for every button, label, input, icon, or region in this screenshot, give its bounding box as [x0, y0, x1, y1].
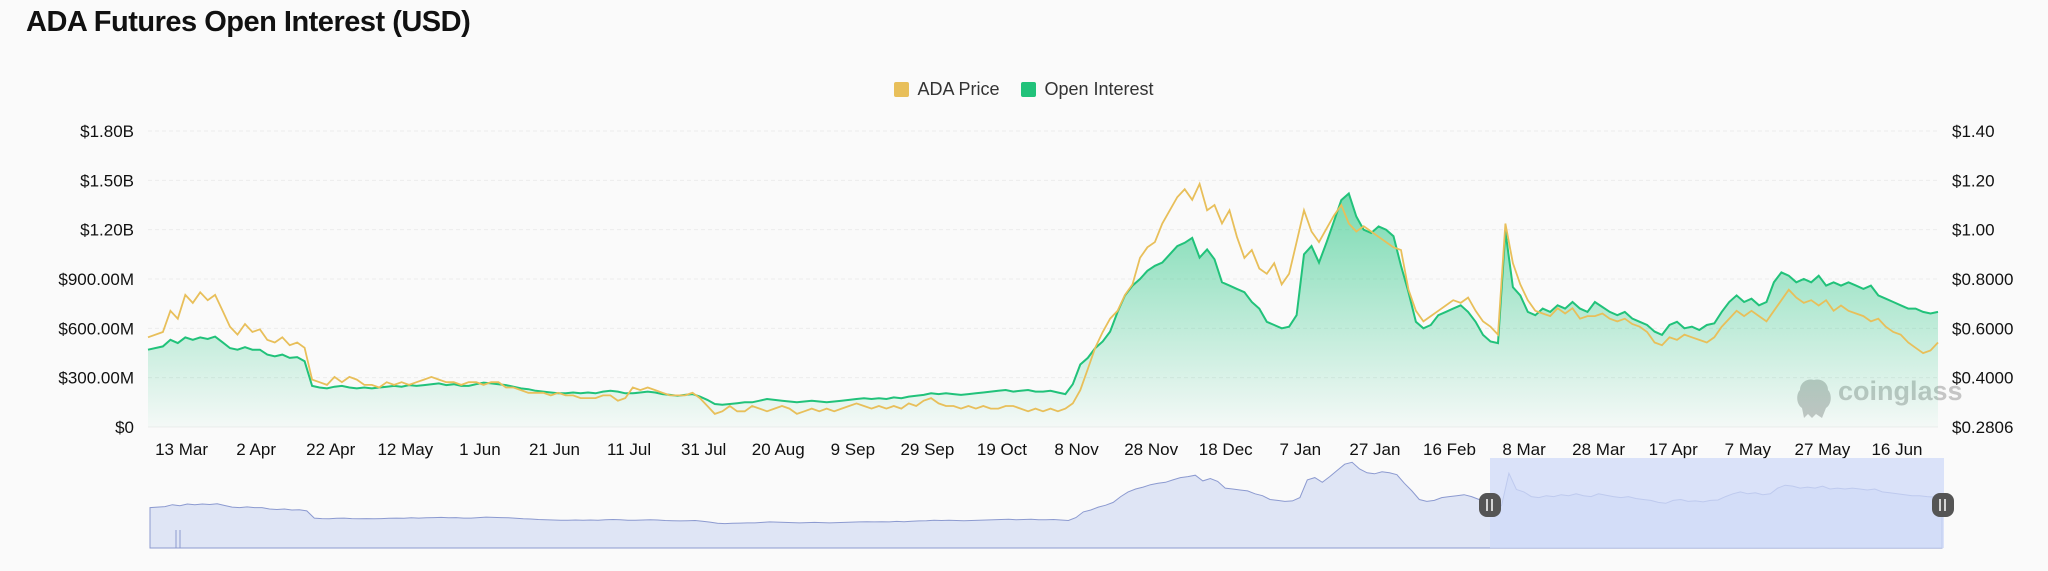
legend-label-price: ADA Price: [917, 79, 1000, 99]
x-tick-label: 31 Jul: [681, 440, 726, 459]
x-tick-label: 27 Jan: [1349, 440, 1400, 459]
y-left-tick-label: $300.00M: [58, 369, 134, 388]
legend-label-open-interest: Open Interest: [1044, 79, 1154, 99]
y-left-tick-label: $0: [115, 418, 134, 437]
range-navigator[interactable]: [148, 458, 1954, 549]
y-left-tick-label: $900.00M: [58, 270, 134, 289]
x-tick-label: 8 Nov: [1054, 440, 1099, 459]
navigator-handle-right[interactable]: [1932, 493, 1954, 517]
x-tick-label: 19 Oct: [977, 440, 1027, 459]
x-tick-label: 18 Dec: [1199, 440, 1253, 459]
ada-price-line[interactable]: [147, 181, 1939, 415]
x-tick-label: 7 Jan: [1280, 440, 1322, 459]
x-tick-label: 2 Apr: [236, 440, 276, 459]
open-interest-line[interactable]: [147, 191, 1939, 406]
x-tick-label: 13 Mar: [155, 440, 208, 459]
legend: ADA Price Open Interest: [0, 79, 2048, 100]
x-tick-label: 11 Jul: [607, 440, 651, 459]
x-tick-label: 20 Aug: [752, 440, 805, 459]
y-axis-right: $0.2806 $0.4000 $0.6000 $0.8000 $1.00 $1.20 $1…: [1952, 122, 2013, 437]
x-tick-label: 8 Mar: [1502, 440, 1546, 459]
x-tick-label: 7 May: [1725, 440, 1772, 459]
x-tick-label: 28 Mar: [1572, 440, 1625, 459]
legend-item-price[interactable]: ADA Price: [894, 79, 999, 100]
y-right-tick-label: $1.40: [1952, 122, 1995, 141]
x-tick-label: 17 Apr: [1649, 440, 1698, 459]
x-tick-label: 1 Jun: [459, 440, 501, 459]
y-right-tick-label: $0.2806: [1952, 418, 2013, 437]
x-tick-label: 21 Jun: [529, 440, 580, 459]
y-right-tick-label: $1.00: [1952, 221, 1995, 240]
y-left-tick-label: $1.50B: [80, 171, 134, 190]
x-tick-label: 12 May: [377, 440, 433, 459]
x-tick-label: 16 Feb: [1423, 440, 1476, 459]
y-right-tick-label: $0.4000: [1952, 369, 2013, 388]
open-interest-swatch: [1021, 82, 1037, 97]
price-swatch: [894, 82, 910, 97]
open-interest-area: [148, 193, 1938, 427]
x-axis: 13 Mar 2 Apr 22 Apr 12 May 1 Jun 21 Jun 11 Jul…: [155, 440, 1922, 459]
x-tick-label: 27 May: [1795, 440, 1851, 459]
y-right-tick-label: $0.8000: [1952, 270, 2013, 289]
x-tick-label: 28 Nov: [1124, 440, 1178, 459]
y-right-tick-label: $1.20: [1952, 171, 1995, 190]
chart-title: ADA Futures Open Interest (USD): [26, 6, 471, 38]
navigator-handle-left[interactable]: [1479, 493, 1501, 517]
x-tick-label: 9 Sep: [831, 440, 875, 459]
navigator-marker: [175, 530, 181, 548]
legend-item-open-interest[interactable]: Open Interest: [1021, 79, 1154, 100]
x-tick-label: 29 Sep: [900, 440, 954, 459]
y-left-tick-label: $600.00M: [58, 319, 134, 338]
y-left-tick-label: $1.80B: [80, 122, 134, 141]
y-right-tick-label: $0.6000: [1952, 319, 2013, 338]
navigator-selection[interactable]: [1490, 458, 1944, 548]
y-axis-left: $0 $300.00M $600.00M $900.00M $1.20B $1.50B $1…: [58, 122, 134, 437]
x-tick-label: 22 Apr: [306, 440, 355, 459]
x-tick-label: 16 Jun: [1871, 440, 1922, 459]
y-left-tick-label: $1.20B: [80, 221, 134, 240]
